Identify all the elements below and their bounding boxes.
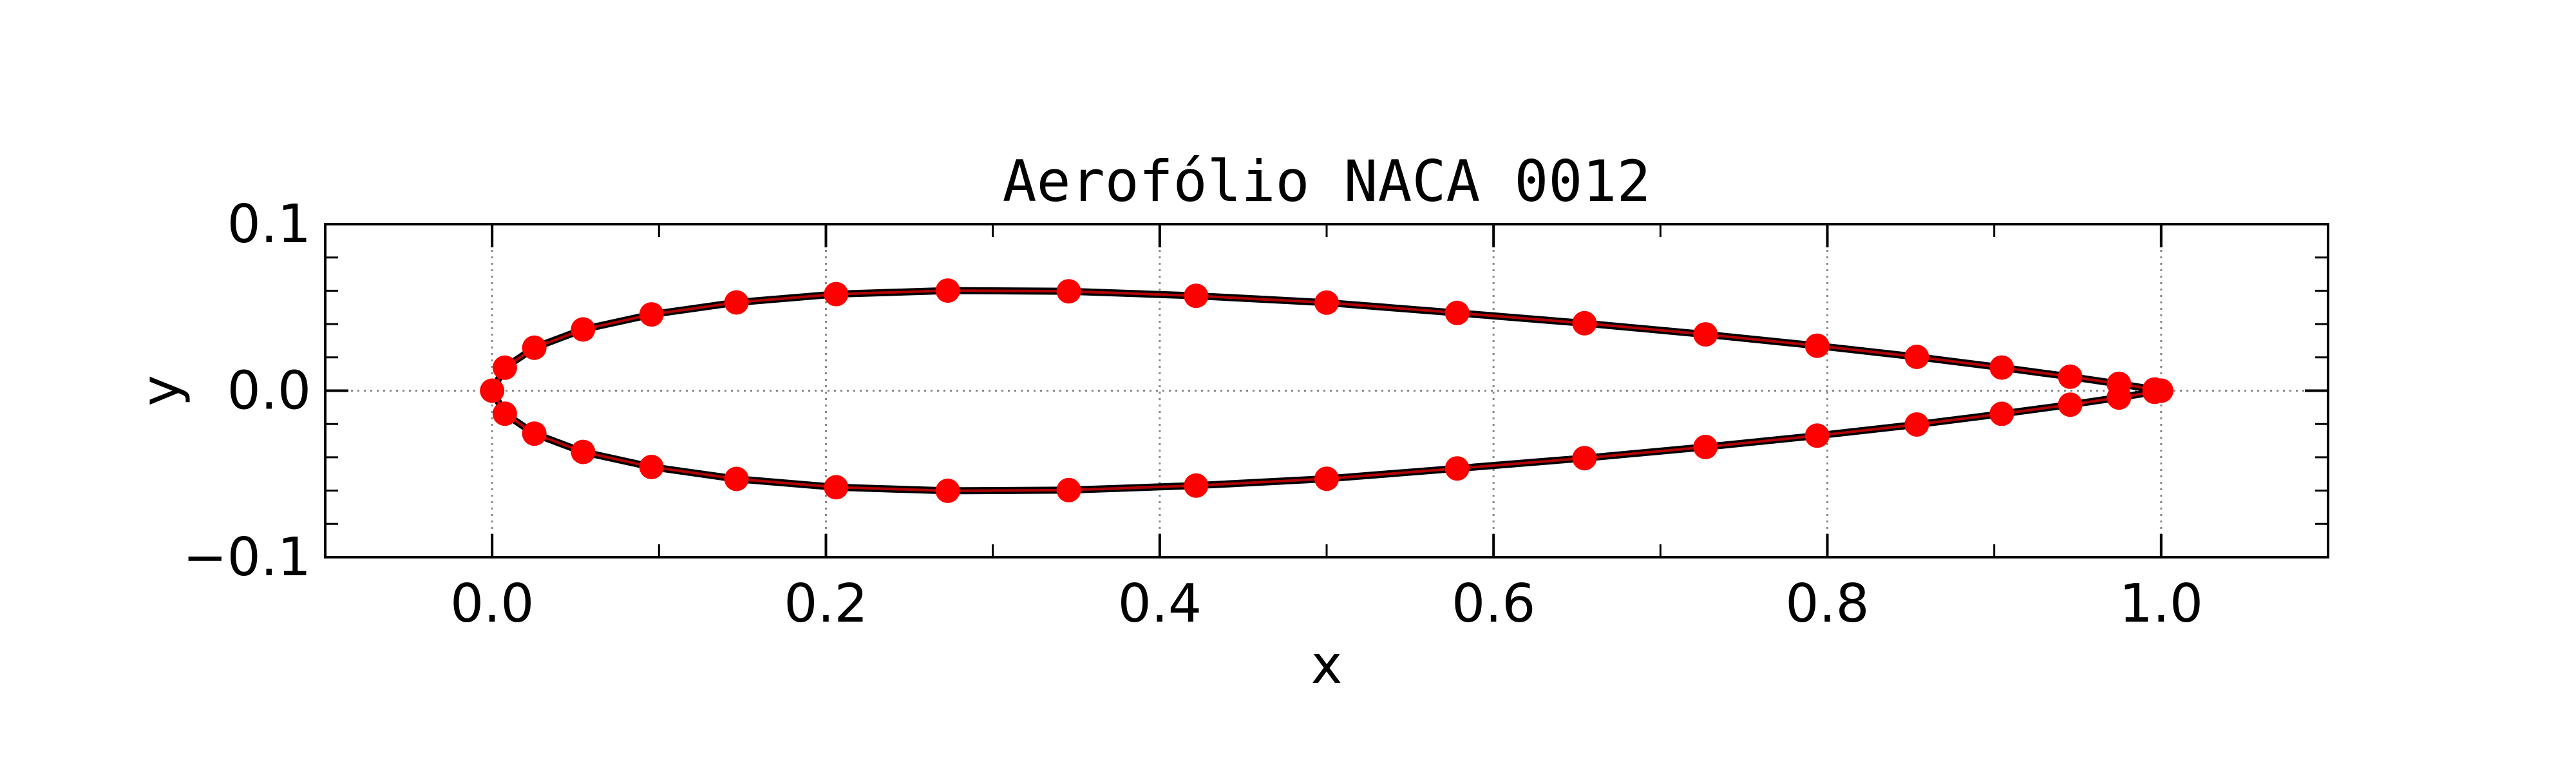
data-point	[2058, 364, 2083, 389]
y-tick-label: −0.1	[183, 527, 311, 588]
data-point	[724, 466, 749, 491]
data-point	[1184, 473, 1209, 498]
data-point	[639, 302, 664, 327]
data-point	[1314, 290, 1339, 315]
data-point	[492, 355, 517, 380]
tick-labels: 0.0 0.2 0.4 0.6 0.8 1.0 −0.1 0.0 0.1	[183, 194, 2203, 635]
data-point	[1804, 423, 1830, 448]
chart-title: Aerofólio NACA 0012	[1003, 148, 1651, 215]
data-point	[1904, 412, 1929, 437]
x-tick-label: 1.0	[2119, 573, 2203, 635]
data-point	[1444, 300, 1470, 325]
x-axis-label: x	[1311, 635, 1343, 696]
y-tick-label: 0.1	[227, 194, 311, 255]
plot-area-frame	[324, 223, 2329, 558]
data-point	[492, 401, 517, 426]
data-point	[1693, 434, 1718, 459]
data-point	[480, 378, 505, 403]
series-airfoil-profile	[480, 278, 2174, 503]
data-point	[2148, 378, 2174, 403]
data-point	[1184, 283, 1209, 309]
data-point	[639, 454, 664, 479]
data-point	[1056, 279, 1081, 304]
data-point	[935, 278, 960, 303]
data-point	[1904, 345, 1929, 369]
data-point	[522, 335, 547, 360]
x-tick-label: 0.4	[1118, 573, 1202, 635]
y-tick-label: 0.0	[227, 361, 311, 422]
data-point	[824, 475, 849, 500]
data-point	[1693, 322, 1718, 347]
x-tick-label: 0.6	[1452, 573, 1535, 635]
data-point	[522, 421, 547, 446]
data-point	[1056, 477, 1081, 502]
data-point	[724, 290, 749, 315]
data-point	[571, 317, 596, 342]
y-axis-label: y	[130, 375, 191, 406]
data-point	[1314, 466, 1339, 491]
data-point	[824, 282, 849, 307]
data-point	[1572, 310, 1597, 336]
x-tick-label: 0.2	[784, 573, 867, 635]
data-point	[1989, 401, 2014, 426]
x-tick-label: 0.0	[450, 573, 534, 635]
data-point	[571, 439, 596, 464]
data-point	[1989, 355, 2014, 380]
data-point	[1572, 446, 1597, 471]
grid-lines	[325, 224, 2328, 557]
data-point	[1444, 456, 1470, 481]
data-point	[935, 478, 960, 503]
data-point	[1804, 333, 1830, 358]
data-point	[2107, 385, 2132, 410]
axis-ticks	[324, 223, 2329, 558]
x-tick-label: 0.8	[1785, 573, 1869, 635]
data-point	[2058, 392, 2083, 417]
